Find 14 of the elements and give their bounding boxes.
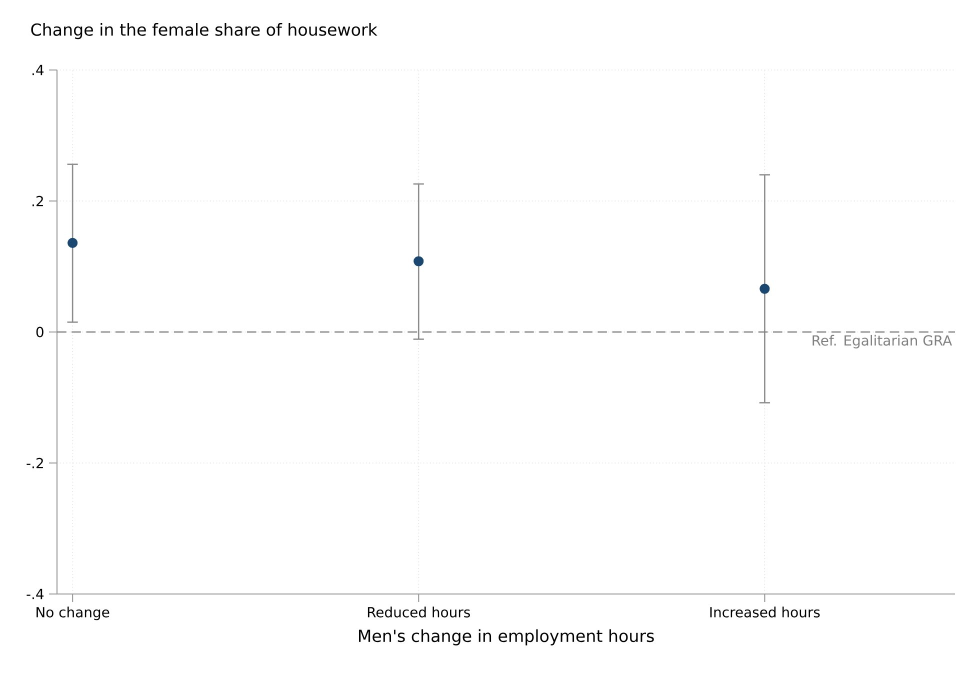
y-axis-title: Change in the female share of housework	[31, 23, 378, 40]
point	[414, 256, 424, 266]
x-tick-label: Reduced hours	[368, 606, 470, 618]
x-tick-label: Increased hours	[710, 606, 820, 618]
y-tick-label: -.2	[26, 458, 43, 468]
point	[760, 284, 770, 294]
ref-line-label: Ref. Egalitarian GRA	[812, 334, 952, 348]
x-tick-label: No change	[36, 606, 110, 620]
point	[68, 238, 78, 248]
y-tick-label: .4	[32, 64, 44, 76]
y-tick-label: 0	[36, 326, 44, 338]
y-tick-label: .2	[32, 196, 43, 206]
y-tick-label: -.4	[26, 588, 44, 600]
x-axis-title: Men's change in employment hours	[358, 629, 654, 646]
